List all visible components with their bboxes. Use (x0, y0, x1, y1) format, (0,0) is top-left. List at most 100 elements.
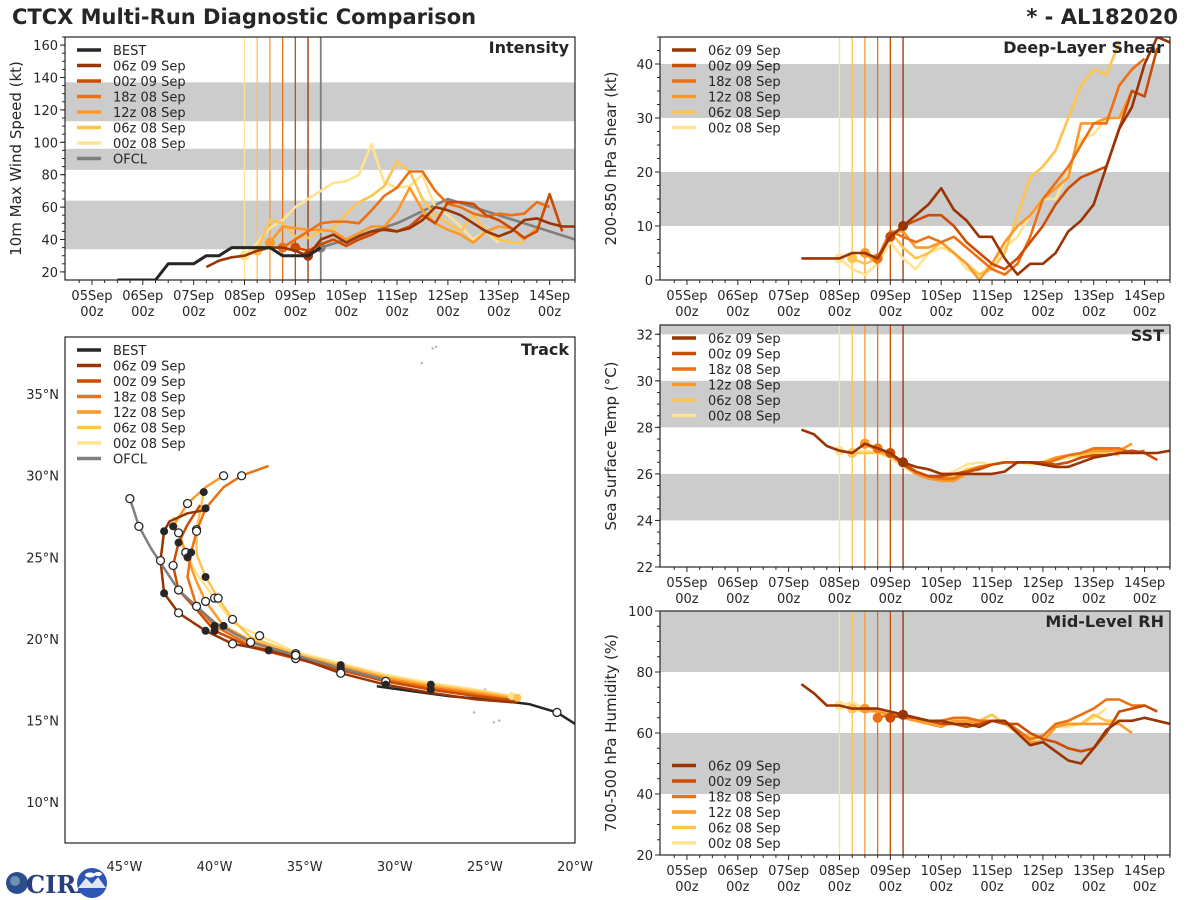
track-marker-open (182, 498, 193, 509)
panel-title: SST (1131, 326, 1164, 345)
x-tick-label: 00z (929, 592, 953, 607)
y-tick-label: 60 (41, 201, 58, 216)
track-marker-filled (201, 504, 210, 513)
y-tick-label: 140 (33, 72, 58, 87)
x-tick-label: 11Sep (377, 289, 418, 304)
panel-track: 45°W 40°W 35°W 30°W 25°W 20°W 10°N 15°N 20°N 25°N… (26, 336, 593, 875)
plot-area (660, 611, 1170, 855)
x-tick-label: 00z (182, 305, 206, 320)
x-tick-label: 00z (436, 305, 460, 320)
track-marker-filled (264, 646, 273, 655)
track-marker-open (254, 631, 265, 641)
x-tick-label: 00z (487, 305, 511, 320)
y-tick-label: 100 (628, 605, 653, 620)
x-tick-label: 11Sep (972, 576, 1013, 591)
legend-label: 00z 09 Sep (708, 348, 781, 363)
series-line-18z-08-sep (281, 170, 551, 249)
y-tick-label: 100 (33, 136, 58, 151)
x-tick-label: 00z (385, 305, 409, 320)
track-marker-open (173, 608, 184, 618)
track-marker-open (227, 639, 238, 649)
x-tick-label: 10Sep (921, 576, 962, 591)
island-speck (431, 347, 434, 350)
legend-label: 18z 08 Sep (113, 391, 186, 406)
series-line-06z-09-sep (801, 37, 1170, 276)
track-marker-filled (426, 685, 435, 694)
y-tick-label: 20 (636, 849, 653, 864)
track-marker-filled (160, 527, 169, 536)
legend-label: 18z 08 Sep (708, 791, 781, 806)
x-tick-label: 06Sep (122, 289, 163, 304)
track-marker-open (155, 555, 166, 566)
x-tick-label: 14Sep (1124, 864, 1165, 879)
x-tick-label: 10Sep (326, 289, 367, 304)
track-marker-open (552, 707, 562, 718)
x-tick-label: 14Sep (529, 289, 570, 304)
y-tick-label: 30 (636, 375, 653, 390)
x-tick-label: 00z (929, 880, 953, 895)
track-marker-open (213, 593, 223, 603)
series-line-06z-09-sep (800, 428, 1170, 476)
threshold-band (660, 64, 1170, 118)
x-tick-label: 00z (131, 305, 155, 320)
storm-id-title: * - AL182020 (1026, 5, 1178, 29)
y-tick-label: 24 (636, 514, 653, 529)
track-marker-open (245, 637, 256, 647)
x-tick-label: 14Sep (1124, 576, 1165, 591)
y-tick-label: 120 (33, 104, 58, 119)
panel-shear: 01020304005Sep00z06Sep00z07Sep00z08Sep00… (602, 36, 1171, 320)
x-tick-label: 07Sep (768, 864, 809, 879)
x-tick-label: 11Sep (972, 289, 1013, 304)
x-tick-label: 06Sep (717, 576, 758, 591)
x-tick-label: 08Sep (819, 576, 860, 591)
y-tick-label: 22 (636, 561, 653, 576)
legend-label: 00z 08 Sep (113, 437, 186, 452)
panel-rh: 2040608010005Sep00z06Sep00z07Sep00z08Sep… (602, 605, 1171, 895)
cira-logo: CIRA (4, 866, 107, 899)
x-tick-label: 09Sep (870, 864, 911, 879)
x-tick-label: 00z (879, 880, 903, 895)
y-tick-label: 26 (636, 468, 653, 483)
series-line-06z-08-sep (255, 160, 525, 252)
x-tick-label: 00z (538, 305, 562, 320)
legend-label: 12z 08 Sep (708, 806, 781, 821)
x-tick-label: 09Sep (275, 289, 316, 304)
lat-tick-label: 30°N (26, 470, 59, 485)
lon-tick-label: 30°W (377, 860, 413, 875)
track-marker-filled (381, 680, 390, 689)
legend-label: 00z 08 Sep (708, 122, 781, 137)
panel-title: Deep-Layer Shear (1003, 38, 1164, 57)
track-marker-filled (201, 572, 210, 581)
x-tick-label: 00z (334, 305, 358, 320)
series-line-06z-09-sep (800, 683, 1170, 765)
track-marker-filled (174, 538, 183, 547)
legend-label: 00z 08 Sep (708, 837, 781, 852)
y-axis-label: Sea Surface Temp (°C) (602, 361, 620, 530)
legend-label: 06z 09 Sep (708, 760, 781, 775)
lat-tick-label: 20°N (26, 633, 59, 648)
map-frame (64, 336, 576, 844)
x-tick-label: 00z (675, 305, 699, 320)
track-marker-filled (210, 626, 219, 635)
series-line-18z-08-sep (876, 57, 1146, 276)
x-tick-label: 12Sep (427, 289, 468, 304)
track-init-marker (513, 693, 522, 702)
series-line-best (117, 246, 322, 280)
x-tick-label: 00z (1031, 880, 1055, 895)
legend-label: 18z 08 Sep (113, 91, 186, 106)
x-tick-label: 11Sep (972, 864, 1013, 879)
legend-label: 00z 09 Sep (708, 775, 781, 790)
series-line-12z-08-sep (268, 186, 538, 244)
plot-frame (659, 324, 1171, 568)
plot-area (65, 37, 575, 280)
x-tick-label: 09Sep (870, 576, 911, 591)
y-tick-label: 28 (636, 421, 653, 436)
y-axis-label: 10m Max Wind Speed (kt) (7, 61, 25, 256)
x-tick-label: 00z (80, 305, 104, 320)
x-tick-label: 00z (1133, 592, 1157, 607)
x-tick-label: 00z (1082, 592, 1106, 607)
legend-label: BEST (113, 44, 146, 59)
